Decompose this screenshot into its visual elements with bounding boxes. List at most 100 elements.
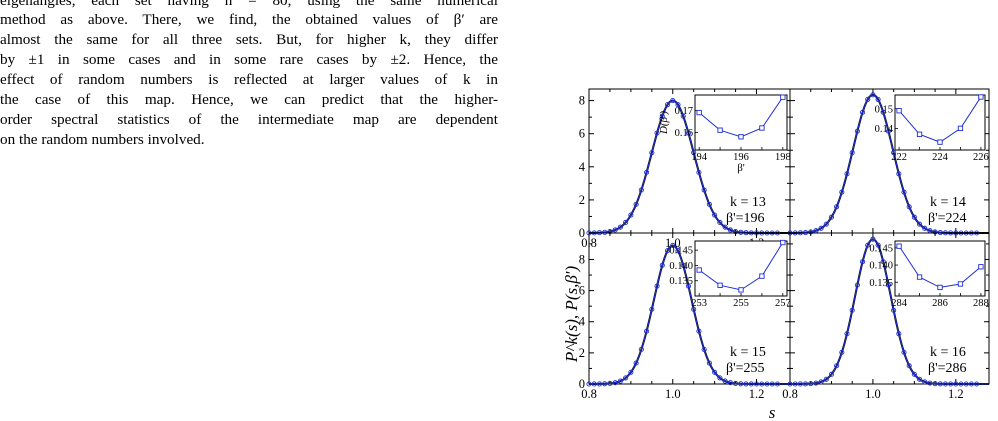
- data-point: [748, 381, 754, 387]
- data-point: [906, 363, 912, 369]
- paragraph-line: by ±1 in some cases and in some rare cas…: [0, 51, 498, 68]
- inset-x-tick-label: 257: [775, 298, 791, 309]
- inset-point: [780, 239, 786, 246]
- inset-y-tick-label: 0.135: [869, 278, 893, 289]
- data-point: [738, 381, 744, 387]
- data-point: [633, 360, 639, 366]
- data-point: [628, 369, 634, 375]
- y-tick-label: 8: [579, 94, 585, 108]
- data-point: [880, 259, 886, 265]
- data-point: [753, 381, 760, 387]
- data-point: [958, 381, 964, 387]
- inset-point: [696, 109, 702, 116]
- data-point: [911, 371, 917, 377]
- inset-point: [896, 108, 902, 114]
- data-point: [670, 98, 676, 104]
- data-point: [839, 189, 845, 195]
- inset-x-tick-label: 224: [932, 152, 949, 163]
- data-point: [802, 381, 809, 387]
- data-point: [828, 214, 835, 220]
- k-label: k = 16: [930, 345, 966, 360]
- data-point: [696, 328, 702, 334]
- data-point: [696, 169, 702, 175]
- data-point: [706, 360, 712, 366]
- data-point: [612, 227, 618, 233]
- data-point: [875, 96, 881, 102]
- data-point: [896, 171, 902, 177]
- data-point: [691, 306, 697, 312]
- panel-frame: [789, 232, 990, 385]
- inset-y-tick-label: 0.16: [675, 128, 693, 139]
- inset: 222 224 226 0.14 0.15: [875, 94, 989, 163]
- data-point: [617, 378, 623, 384]
- data-point: [706, 201, 712, 207]
- inset-point: [759, 273, 765, 279]
- data-point: [834, 363, 840, 369]
- inset: 253 255 257 0.135 0.140 0.145: [669, 239, 791, 309]
- inset-x-tick-label: 196: [733, 152, 749, 163]
- data-point: [808, 381, 814, 387]
- data-point: [880, 109, 886, 115]
- y-tick-label: 2: [579, 346, 585, 360]
- data-point: [743, 381, 749, 387]
- data-point: [922, 225, 928, 231]
- data-point: [617, 224, 623, 230]
- data-point: [612, 380, 618, 386]
- data-point: [628, 212, 634, 218]
- inset-point: [916, 274, 923, 280]
- paragraph-line: on the random numbers involved.: [0, 131, 205, 148]
- data-point: [623, 375, 629, 381]
- inset-y-tick-label: 0.145: [669, 246, 693, 257]
- data-point: [844, 171, 850, 177]
- data-point: [854, 128, 860, 134]
- data-point: [638, 346, 644, 353]
- panel: k = 14β'=224 222 224 226 0.14 0.15: [787, 88, 990, 236]
- data-point: [844, 331, 850, 337]
- inset-point: [978, 264, 984, 270]
- data-point: [664, 248, 671, 254]
- inset-point: [738, 287, 744, 293]
- data-point: [865, 96, 871, 102]
- data-point: [602, 381, 608, 387]
- data-point: [764, 381, 770, 387]
- data-point: [834, 204, 840, 210]
- x-tick-label: 1.2: [749, 387, 765, 401]
- data-point: [828, 371, 835, 377]
- inset-point: [717, 282, 723, 288]
- data-point: [733, 380, 739, 387]
- paragraph-line: effect of random numbers is reflected at…: [0, 71, 498, 88]
- inset-y-tick-label: 0.145: [869, 243, 893, 254]
- data-point: [911, 214, 917, 220]
- data-point: [644, 169, 650, 175]
- data-point: [701, 346, 707, 353]
- panel: 0.8 1.0 1.2 0 2 4 6 8 k = 15β'=255 253 255 257 0.135…: [579, 232, 791, 401]
- data-point: [917, 221, 923, 227]
- data-point: [818, 379, 824, 385]
- inset-x-tick-label: 222: [891, 152, 907, 163]
- inset-point: [937, 139, 943, 145]
- x-tick-label: 0.8: [581, 387, 597, 401]
- k-label: k = 15: [730, 345, 766, 360]
- data-point: [901, 189, 907, 195]
- data-point: [722, 224, 728, 230]
- data-point: [596, 381, 603, 387]
- inset-point: [896, 243, 902, 249]
- data-point: [607, 380, 613, 387]
- paragraph-line: order spectral statistics of the interme…: [0, 111, 498, 128]
- inset-point: [937, 284, 943, 291]
- paragraph-line: eigenangles, each set having n = 80, usi…: [0, 0, 498, 9]
- y-tick-label: 4: [579, 160, 586, 174]
- inset-point: [780, 94, 786, 100]
- data-point: [896, 331, 902, 337]
- data-point: [885, 282, 892, 288]
- data-point: [860, 109, 866, 115]
- data-point: [818, 225, 824, 231]
- inset: 284 286 288 0.135 0.140 0.145: [869, 240, 989, 309]
- data-point: [659, 113, 665, 119]
- paragraph-line: the case of this map. Hence, we can pred…: [0, 91, 498, 108]
- data-point: [948, 381, 954, 387]
- paragraph-line: method as above. There, we find, the obt…: [0, 11, 498, 28]
- data-point: [823, 376, 829, 382]
- data-point: [937, 381, 943, 387]
